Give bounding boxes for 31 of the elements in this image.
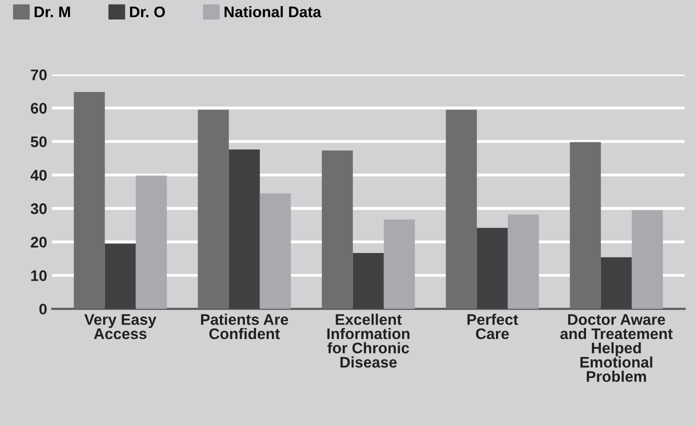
bar [384, 219, 415, 309]
x-tick-label: Perfect Care [467, 314, 518, 340]
bar [74, 92, 105, 309]
y-tick-label: 10 [31, 270, 47, 282]
bar [260, 193, 291, 309]
legend-label: Dr. M [34, 6, 70, 18]
y-tick-label: 40 [30, 170, 47, 181]
y-tick-label: 70 [30, 69, 47, 80]
x-tick-label: Patients Are Confident [201, 314, 288, 340]
y-tick-label: 50 [30, 136, 47, 148]
bar [476, 228, 508, 309]
y-tick-label: 60 [30, 102, 47, 114]
y-tick-label: 0 [39, 304, 47, 315]
bar [136, 176, 167, 309]
legend-label: National Data [224, 6, 322, 18]
bar [508, 214, 539, 309]
legend-label: Dr. O [130, 6, 165, 18]
bar [198, 110, 229, 309]
x-tick-label: Very Easy Access [84, 314, 156, 340]
bar [632, 210, 663, 309]
bar [352, 252, 384, 309]
bar [600, 257, 632, 309]
bar [322, 150, 353, 309]
bar [228, 150, 260, 309]
y-tick-label: 20 [30, 236, 47, 248]
x-tick-label: Doctor Aware and Treatement Helped Emotional Problem [560, 314, 673, 382]
x-tick-label: Excellent Information for Chronic Disease [327, 314, 410, 368]
y-tick-label: 30 [30, 203, 47, 214]
bar [570, 142, 601, 309]
bar [104, 244, 136, 309]
bar [446, 110, 477, 309]
